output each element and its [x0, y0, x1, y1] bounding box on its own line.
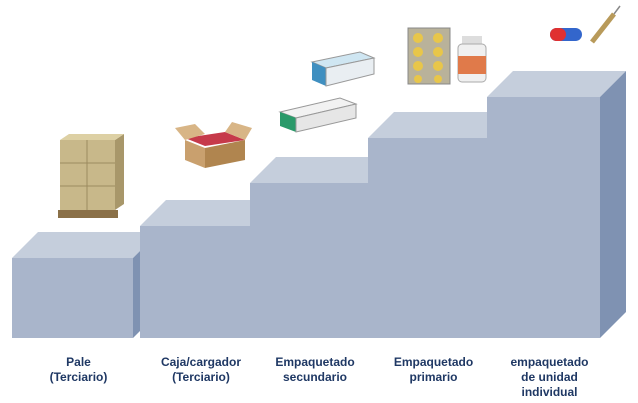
step-label: (Terciario)	[50, 370, 108, 384]
labels: Pale(Terciario)Caja/cargador(Terciario)E…	[50, 355, 589, 399]
packaging-diagram: Pale(Terciario)Caja/cargador(Terciario)E…	[0, 0, 638, 403]
step-label: Empaquetado	[394, 355, 473, 369]
block-side	[600, 71, 626, 338]
block-front	[368, 138, 487, 338]
step-label: secundario	[283, 370, 347, 384]
step-label: Caja/cargador	[161, 355, 241, 369]
step-label: Pale	[66, 355, 91, 369]
block-front	[487, 97, 600, 338]
carton-icon	[280, 52, 374, 132]
pallet-icon	[58, 134, 124, 218]
capsule-icon	[550, 6, 620, 42]
block-front	[250, 183, 368, 338]
step-label: individual	[521, 385, 577, 399]
block-front	[140, 226, 250, 338]
step-label: de unidad	[521, 370, 578, 384]
step-label: empaquetado	[510, 355, 588, 369]
block-front	[12, 258, 133, 338]
step-label: (Terciario)	[172, 370, 230, 384]
blister-icon	[408, 28, 486, 84]
step-label: Empaquetado	[275, 355, 354, 369]
step-label: primario	[409, 370, 457, 384]
box-icon	[175, 122, 252, 168]
